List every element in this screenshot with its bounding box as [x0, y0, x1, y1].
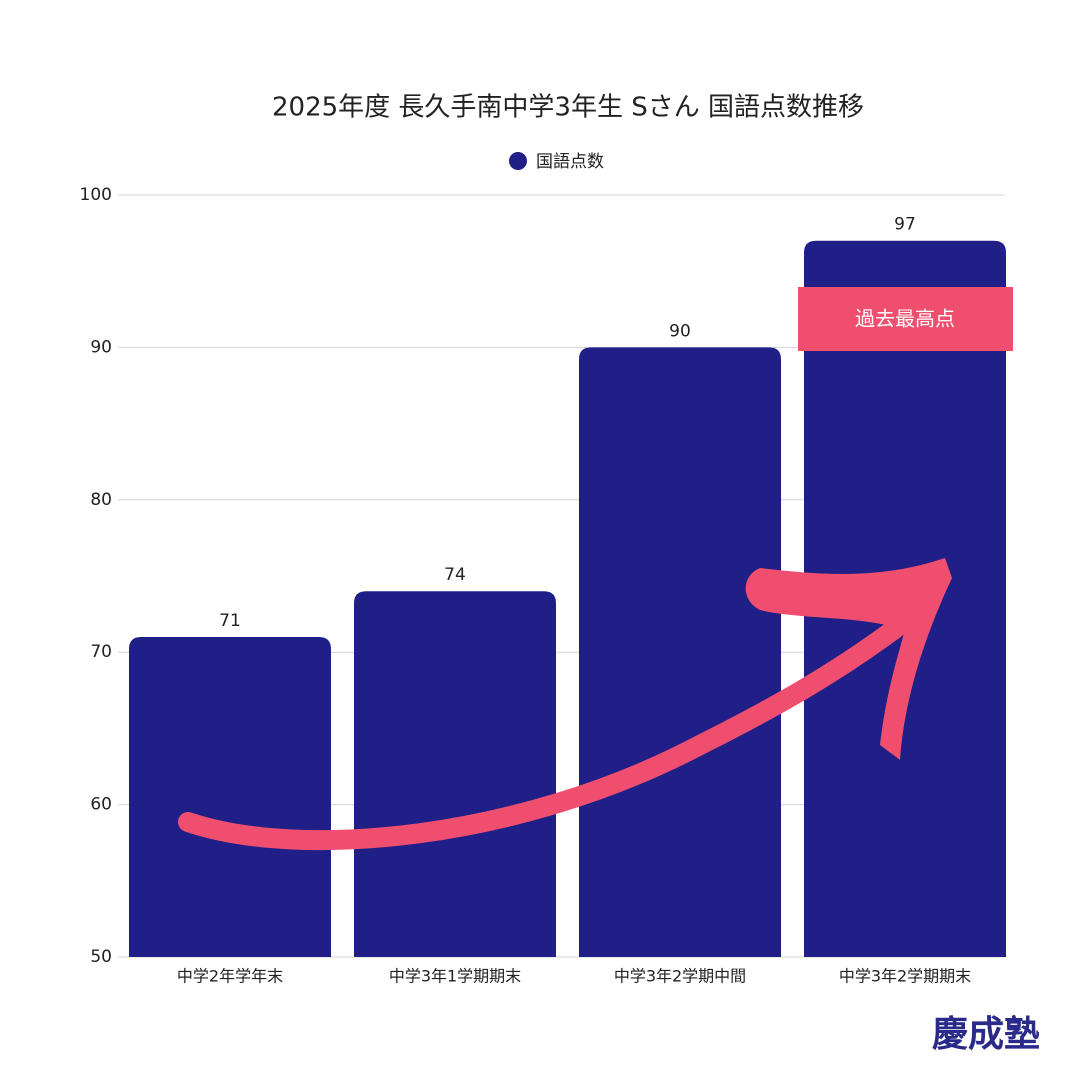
y-tick-label: 80 — [90, 490, 112, 510]
data-label: 74 — [444, 565, 466, 585]
legend-label: 国語点数 — [536, 152, 604, 172]
bar — [354, 591, 556, 957]
annotation-text: 過去最高点 — [855, 307, 955, 331]
x-tick-label: 中学3年1学期期末 — [389, 967, 521, 986]
legend-marker — [509, 152, 527, 170]
bar — [579, 347, 781, 957]
annotation: 過去最高点 — [798, 287, 1013, 351]
brand-logo: 慶成塾 — [932, 1014, 1040, 1055]
y-tick-label: 90 — [90, 337, 112, 357]
trend-arrow — [178, 558, 952, 851]
y-tick-label: 70 — [90, 642, 112, 662]
annotation-box — [798, 287, 1013, 351]
data-label: 97 — [894, 215, 916, 235]
x-tick-label: 中学3年2学期期末 — [839, 967, 971, 986]
legend: 国語点数 — [509, 152, 604, 172]
arrow-shaft — [178, 615, 910, 851]
data-label: 71 — [219, 611, 241, 631]
y-tick-label: 60 — [90, 795, 112, 815]
data-label: 90 — [669, 321, 691, 341]
bar — [129, 636, 331, 957]
x-tick-label: 中学2年学年末 — [177, 967, 283, 986]
arrow-head — [745, 558, 952, 760]
y-tick-label: 100 — [80, 185, 112, 205]
chart-title: 2025年度 長久手南中学3年生 Sさん 国語点数推移 — [272, 93, 864, 123]
x-tick-label: 中学3年2学期中間 — [614, 967, 746, 986]
y-tick-label: 50 — [90, 947, 112, 967]
